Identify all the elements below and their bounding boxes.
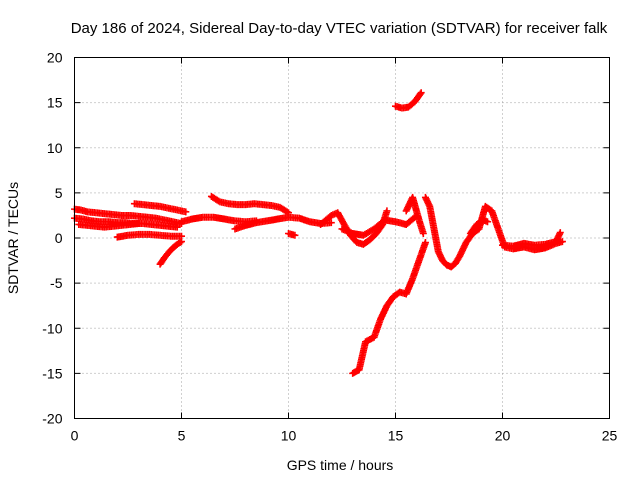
y-tick-label: -5 — [50, 275, 63, 291]
series-arc-12 — [338, 211, 421, 239]
series-arc-13 — [402, 193, 427, 237]
chart-title: Day 186 of 2024, Sidereal Day-to-day VTE… — [71, 20, 608, 37]
x-tick-label: 0 — [71, 428, 79, 444]
y-tick-label: 5 — [55, 185, 63, 201]
series-arc-8 — [207, 192, 292, 217]
data-point — [417, 89, 425, 97]
data-point — [135, 220, 143, 228]
series-arc-17 — [466, 216, 492, 237]
series-arc-1 — [71, 205, 185, 228]
y-tick-label: -15 — [42, 365, 62, 381]
data-point — [416, 90, 424, 98]
y-tick-label: -20 — [42, 411, 62, 427]
axes: 0 5 10 15 20 25 -20 -15 -10 -5 0 5 10 15 20 — [42, 50, 617, 444]
data-point — [176, 239, 184, 247]
y-tick-label: 15 — [47, 95, 63, 111]
y-tick-label: -10 — [42, 320, 62, 336]
series-arc-3 — [75, 220, 143, 231]
x-tick-label: 25 — [602, 428, 618, 444]
series-arc-9 — [231, 213, 335, 233]
series-arc-18 — [499, 229, 564, 250]
x-tick-label: 5 — [178, 428, 186, 444]
data-point — [178, 238, 185, 246]
data-point — [173, 223, 181, 231]
data-point — [484, 218, 492, 226]
data-point — [558, 238, 566, 246]
x-tick-label: 20 — [495, 428, 511, 444]
series-arc-16 — [421, 193, 566, 271]
data-point — [383, 207, 391, 215]
data-point — [327, 219, 335, 227]
data-point — [215, 197, 223, 205]
y-axis-label: SDTVAR / TECUs — [5, 182, 21, 294]
data-point — [556, 229, 564, 237]
series-arc-4 — [113, 230, 185, 241]
data-point — [419, 229, 427, 237]
data-point — [421, 239, 429, 247]
y-tick-label: 20 — [47, 50, 63, 66]
data-point — [182, 208, 190, 216]
data-point — [291, 231, 299, 239]
x-tick-label: 15 — [388, 428, 404, 444]
y-tick-label: 10 — [47, 140, 63, 156]
series-arc-15 — [392, 89, 425, 112]
series-arc-14 — [349, 239, 429, 377]
y-tick-label: 0 — [55, 230, 63, 246]
data-points — [71, 89, 566, 377]
series-arc-6 — [156, 238, 185, 268]
plot-frame — [74, 57, 610, 419]
series-arc-10 — [285, 229, 299, 239]
x-axis-label: GPS time / hours — [287, 457, 394, 473]
x-tick-label: 10 — [281, 428, 297, 444]
series-arc-5 — [130, 200, 190, 216]
